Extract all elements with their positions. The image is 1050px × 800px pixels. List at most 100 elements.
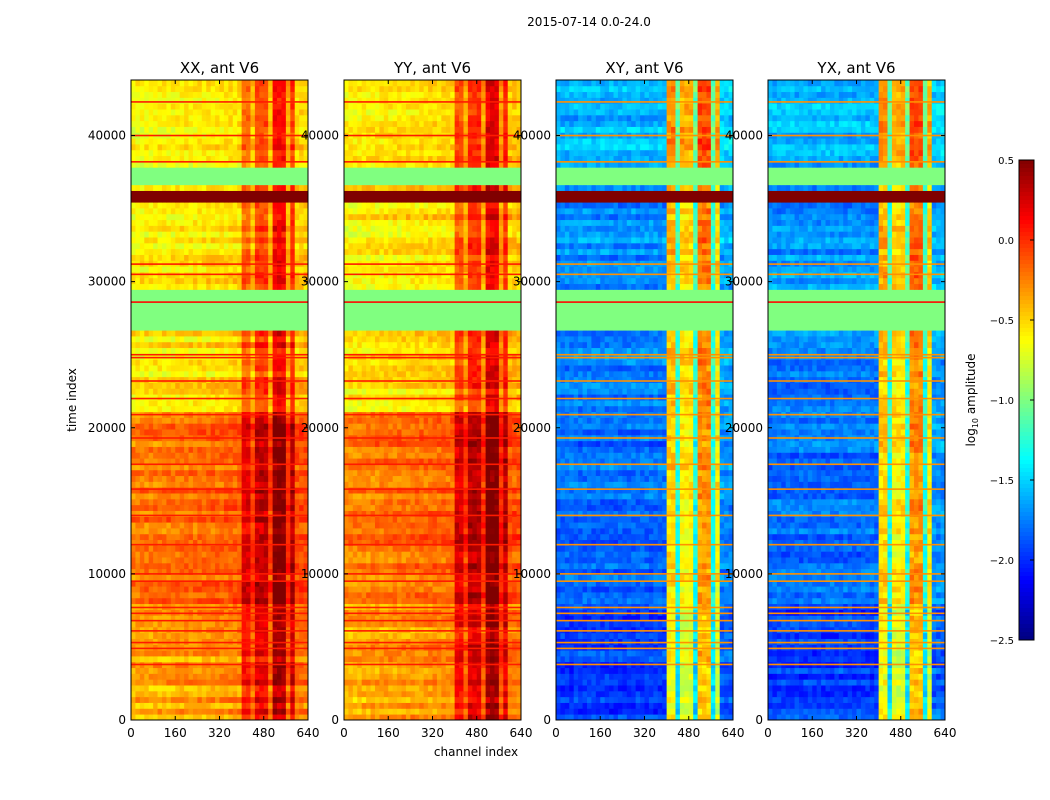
heatmap-cell bbox=[237, 557, 243, 564]
heatmap-cell bbox=[303, 638, 309, 645]
heatmap-cell bbox=[170, 429, 176, 436]
heatmap-cell bbox=[210, 650, 216, 657]
heatmap-cell bbox=[303, 173, 309, 180]
heatmap-cell bbox=[294, 219, 300, 226]
heatmap-cell bbox=[241, 644, 247, 651]
heatmap-cell bbox=[219, 498, 225, 506]
heatmap-cell bbox=[516, 685, 522, 692]
heatmap-cell bbox=[223, 161, 229, 168]
heatmap-cell bbox=[246, 656, 251, 663]
heatmap-cell bbox=[144, 359, 150, 366]
heatmap-cell bbox=[197, 336, 203, 343]
heatmap-cell bbox=[237, 539, 243, 546]
heatmap-cell bbox=[237, 114, 243, 122]
heatmap-cell bbox=[272, 365, 278, 372]
heatmap-cell bbox=[268, 109, 273, 116]
heatmap-cell bbox=[232, 213, 238, 221]
heatmap-cell bbox=[184, 551, 189, 558]
heatmap-cell bbox=[232, 452, 238, 459]
heatmap-cell bbox=[206, 388, 212, 395]
heatmap-cell bbox=[197, 248, 203, 255]
heatmap-cell bbox=[192, 312, 198, 319]
heatmap-cell bbox=[246, 405, 251, 413]
x-tick-label: 640 bbox=[297, 726, 320, 740]
rfi-row-line bbox=[131, 273, 308, 276]
heatmap-cell bbox=[250, 213, 256, 221]
heatmap-cell bbox=[201, 504, 207, 511]
heatmap-cell bbox=[250, 359, 256, 366]
heatmap-cell bbox=[179, 394, 185, 401]
heatmap-cell bbox=[197, 219, 203, 226]
heatmap-cell bbox=[192, 318, 198, 325]
heatmap-cell bbox=[192, 405, 198, 413]
heatmap-cell bbox=[441, 708, 447, 715]
heatmap-cell bbox=[175, 708, 181, 715]
heatmap-cell bbox=[290, 615, 296, 622]
heatmap-cell bbox=[228, 504, 234, 511]
heatmap-cell bbox=[494, 690, 500, 698]
heatmap-cell bbox=[219, 690, 225, 698]
heatmap-cell bbox=[215, 423, 220, 430]
heatmap-cell bbox=[184, 667, 189, 674]
heatmap-cell bbox=[294, 464, 300, 471]
heatmap-cell bbox=[272, 504, 278, 511]
heatmap-cell bbox=[277, 679, 282, 686]
heatmap-cell bbox=[144, 173, 150, 180]
heatmap-cell bbox=[206, 161, 212, 168]
heatmap-cell bbox=[237, 580, 243, 587]
heatmap-cell bbox=[250, 336, 256, 343]
heatmap-cell bbox=[179, 498, 185, 506]
heatmap-cell bbox=[232, 574, 238, 581]
heatmap-cell bbox=[131, 376, 136, 383]
heatmap-cell bbox=[219, 504, 225, 511]
heatmap-cell bbox=[246, 667, 251, 674]
heatmap-cell bbox=[206, 370, 212, 378]
heatmap-cell bbox=[188, 97, 194, 104]
heatmap-cell bbox=[246, 417, 251, 424]
heatmap-cell bbox=[445, 673, 451, 680]
heatmap-cell bbox=[188, 173, 194, 180]
heatmap-cell bbox=[144, 91, 150, 98]
heatmap-cell bbox=[277, 353, 282, 360]
heatmap-cell bbox=[215, 138, 220, 145]
heatmap-cell bbox=[250, 248, 256, 255]
heatmap-cell bbox=[131, 109, 136, 116]
heatmap-cell bbox=[370, 644, 376, 651]
heatmap-cell bbox=[157, 638, 163, 645]
heatmap-cell bbox=[148, 330, 154, 337]
heatmap-cell bbox=[294, 522, 300, 529]
heatmap-cell bbox=[153, 464, 158, 471]
heatmap-cell bbox=[259, 452, 265, 459]
heatmap-cell bbox=[237, 370, 243, 378]
heatmap-cell bbox=[179, 103, 185, 110]
heatmap-cell bbox=[175, 498, 181, 506]
heatmap-cell bbox=[476, 702, 482, 709]
heatmap-cell bbox=[344, 685, 349, 692]
heatmap-cell bbox=[450, 702, 456, 709]
heatmap-cell bbox=[139, 650, 145, 657]
heatmap-cell bbox=[436, 685, 442, 692]
heatmap-cell bbox=[219, 597, 225, 605]
heatmap-cell bbox=[281, 219, 287, 226]
heatmap-cell bbox=[303, 464, 309, 471]
heatmap-cell bbox=[263, 458, 269, 465]
panel-title: XX, ant V6 bbox=[180, 59, 259, 77]
heatmap-cell bbox=[148, 568, 154, 575]
heatmap-cell bbox=[197, 178, 203, 186]
heatmap-cell bbox=[303, 679, 309, 686]
heatmap-cell bbox=[241, 155, 247, 162]
heatmap-cell bbox=[272, 173, 278, 180]
heatmap-cell bbox=[507, 690, 513, 698]
heatmap-cell bbox=[157, 423, 163, 430]
heatmap-cell bbox=[290, 714, 296, 721]
heatmap-cell bbox=[237, 592, 243, 599]
heatmap-cell bbox=[192, 626, 198, 634]
heatmap-cell bbox=[285, 475, 291, 482]
x-tick-label: 320 bbox=[208, 726, 231, 740]
heatmap-cell bbox=[161, 283, 167, 290]
heatmap-cell bbox=[250, 330, 256, 337]
heatmap-cell bbox=[294, 109, 300, 116]
heatmap-cell bbox=[131, 510, 136, 517]
heatmap-cell bbox=[188, 685, 194, 692]
heatmap-cell bbox=[277, 592, 282, 599]
